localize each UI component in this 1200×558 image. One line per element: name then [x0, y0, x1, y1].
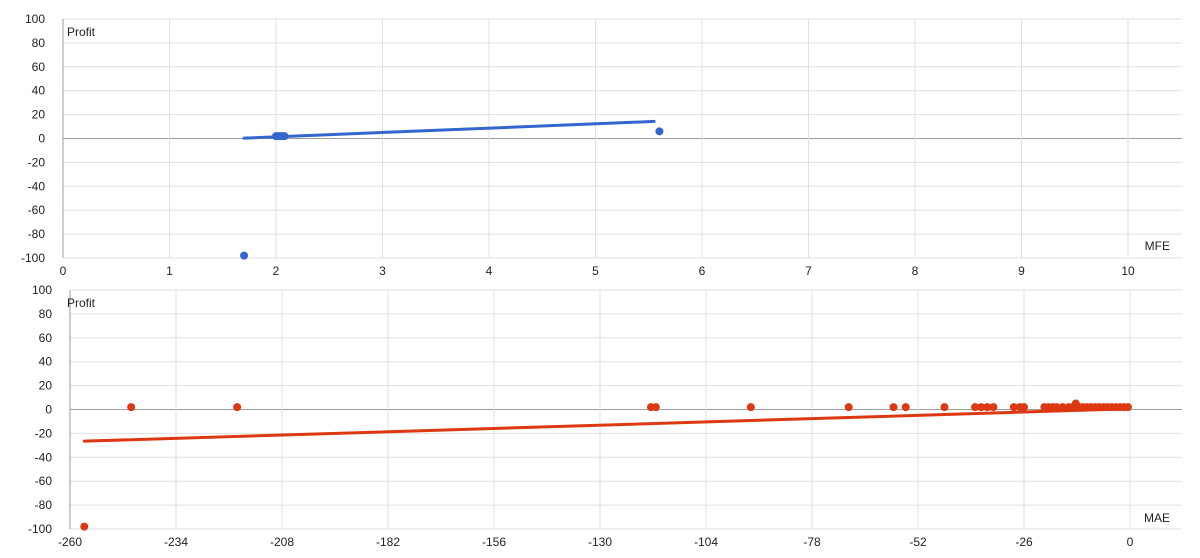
mfe-x-tick-label: 2: [273, 264, 280, 278]
mfe-data-point: [240, 251, 249, 260]
mae-x-tick-label: -52: [909, 535, 927, 549]
mae-x-tick-label: -234: [164, 535, 188, 549]
mae-data-point: [127, 403, 136, 412]
mae-x-tick-label: -78: [803, 535, 821, 549]
mae-data-point: [1123, 403, 1132, 412]
mae-data-point: [940, 403, 949, 412]
mfe-x-tick-label: 1: [166, 264, 173, 278]
mfe-x-tick-label: 0: [60, 264, 67, 278]
mae-x-tick-labels: -260 -234 -208 -182 -156 -130 -104 -78 -52 -26 0: [58, 535, 1134, 549]
mae-data-point: [889, 403, 898, 412]
mae-data-point: [746, 403, 755, 412]
mfe-y-axis-label: Profit: [67, 25, 96, 39]
mae-grid: [69, 289, 1182, 530]
mfe-x-tick-labels: 0 1 2 3 4 5 6 7 8 9 10: [60, 264, 1135, 278]
mae-x-tick-label: -104: [694, 535, 718, 549]
mae-y-axis-label: Profit: [67, 296, 96, 310]
mae-data-point: [1058, 403, 1067, 412]
mae-data-point: [233, 403, 242, 412]
mfe-data-point: [280, 132, 289, 141]
mfe-x-tick-label: 6: [699, 264, 706, 278]
mfe-x-tick-label: 8: [912, 264, 919, 278]
mfe-y-tick-label: -40: [28, 179, 46, 193]
mae-data-point: [989, 403, 998, 412]
mfe-x-tick-label: 5: [592, 264, 599, 278]
mfe-points-layer: [240, 127, 664, 260]
mfe-trendline-layer: [242, 119, 656, 140]
mae-x-tick-label: 0: [1127, 535, 1134, 549]
mfe-x-tick-label: 10: [1121, 264, 1135, 278]
mae-x-tick-label: -182: [376, 535, 400, 549]
mae-y-tick-label: -20: [35, 426, 53, 440]
mae-y-tick-label: 60: [39, 331, 53, 345]
mae-y-tick-label: -100: [28, 522, 52, 536]
mae-data-point: [1009, 403, 1018, 412]
mae-x-tick-label: -26: [1015, 535, 1033, 549]
mae-data-point: [971, 403, 980, 412]
mfe-y-tick-label: -80: [28, 227, 46, 241]
mfe-trendline: [242, 119, 656, 140]
mae-x-tick-label: -156: [482, 535, 506, 549]
mfe-x-tick-label: 7: [805, 264, 812, 278]
mae-x-axis-label: MAE: [1144, 511, 1170, 525]
mae-data-point: [1052, 403, 1061, 412]
mae-data-point: [844, 403, 853, 412]
mfe-y-tick-label: -100: [21, 251, 45, 265]
mfe-y-tick-label: 0: [38, 132, 45, 146]
mfe-x-tick-label: 3: [379, 264, 386, 278]
mae-y-tick-label: 40: [39, 355, 53, 369]
mae-data-point: [651, 403, 660, 412]
mae-x-tick-label: -260: [58, 535, 82, 549]
mae-trendline-layer: [82, 407, 1128, 443]
mfe-y-tick-label: 40: [32, 84, 46, 98]
mae-data-point: [80, 522, 89, 531]
mae-points-layer: [80, 399, 1132, 531]
mfe-y-tick-label: 80: [32, 36, 46, 50]
mfe-profit-chart: 100 80 60 40 20 0 -20 -40 -60 -80 -100 0 1 2 3 4 5 6 7 8 9 1…: [21, 12, 1182, 278]
mae-y-tick-label: 20: [39, 379, 53, 393]
mfe-y-tick-label: 20: [32, 108, 46, 122]
mfe-x-axis-label: MFE: [1145, 239, 1170, 253]
mae-y-tick-label: 80: [39, 307, 53, 321]
mae-y-tick-label: -60: [35, 474, 53, 488]
mae-y-tick-label: -80: [35, 498, 53, 512]
mfe-y-tick-label: 60: [32, 60, 46, 74]
mae-y-tick-label: 0: [45, 403, 52, 417]
mae-data-point: [977, 403, 986, 412]
mae-data-point: [901, 403, 910, 412]
mae-data-point: [983, 403, 992, 412]
mae-data-point: [1020, 403, 1028, 412]
mfe-x-tick-label: 9: [1018, 264, 1025, 278]
mae-y-tick-labels: 100 80 60 40 20 0 -20 -40 -60 -80 -100: [28, 283, 52, 536]
mfe-data-point: [655, 127, 664, 136]
mae-y-tick-label: -40: [35, 450, 53, 464]
mae-x-tick-label: -208: [270, 535, 294, 549]
mae-x-tick-label: -130: [588, 535, 612, 549]
mfe-y-tick-labels: 100 80 60 40 20 0 -20 -40 -60 -80 -100: [21, 12, 45, 265]
mfe-y-tick-label: -20: [28, 155, 46, 169]
mfe-y-tick-label: 100: [25, 12, 45, 26]
mfe-y-tick-label: -60: [28, 203, 46, 217]
mae-y-tick-label: 100: [32, 283, 52, 297]
mae-trendline: [82, 407, 1128, 443]
mfe-grid: [62, 18, 1182, 259]
mfe-x-tick-label: 4: [486, 264, 493, 278]
